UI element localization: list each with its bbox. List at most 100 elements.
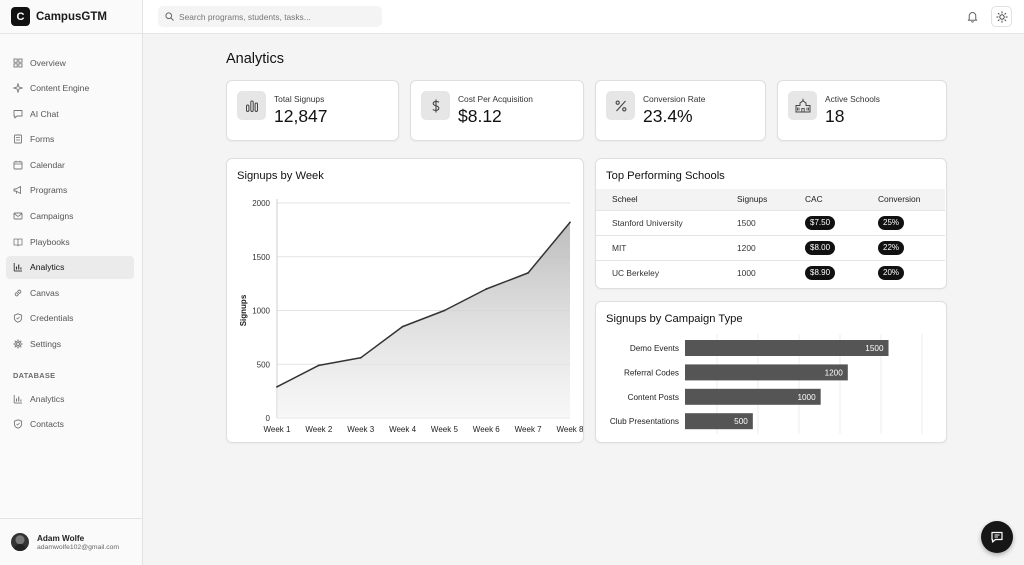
header-conversion: Conversion: [878, 189, 945, 210]
signups-by-week-card: Signups by Week 0 500 1000 1500 2000 Week 1 We…: [226, 158, 584, 443]
sidebar-item-label: Forms: [30, 134, 55, 145]
sidebar-item-analytics[interactable]: Analytics: [6, 255, 134, 279]
campaign-type-card: Signups by Campaign Type Demo Events 1500…: [595, 301, 947, 443]
sidebar-item-label: Analytics: [30, 262, 65, 273]
sidebar-item-content-engine[interactable]: Content Engine: [6, 77, 134, 100]
y-axis-label: Signups: [239, 294, 248, 326]
sparkle-icon: [13, 83, 23, 94]
signups-series-line: [276, 221, 571, 388]
x-tick-label: Week 1: [264, 425, 292, 434]
sidebar-item-label: Programs: [30, 185, 68, 196]
bar-value-label: 1000: [797, 393, 816, 402]
signups-data-point: [443, 309, 446, 312]
x-tick-label: Week 5: [431, 425, 459, 434]
y-tick-label: 2000: [252, 199, 270, 208]
gear-icon: [13, 339, 23, 349]
sidebar-item-label: Credentials: [30, 313, 74, 324]
shield-icon: [13, 419, 23, 429]
sidebar-item-programs[interactable]: Programs: [6, 179, 134, 202]
stat-card-total-signups: Total Signups 12,847: [226, 80, 399, 141]
bar-category-label: Content Posts: [628, 393, 679, 402]
signups-data-point: [401, 325, 404, 328]
search-icon: [165, 12, 174, 21]
sidebar-item-canvas[interactable]: Canvas: [6, 281, 134, 304]
search-box[interactable]: [158, 6, 382, 27]
signups-line-chart: 0 500 1000 1500 2000 Week 1 Week 2 Week 3 Week 4…: [239, 199, 583, 434]
sidebar-item-ai-chat[interactable]: AI Chat: [6, 102, 134, 125]
header-school: Scheel: [596, 189, 737, 210]
grid-icon: [13, 58, 23, 67]
user-profile[interactable]: Adam Wolfe adamwolfe102@gmail.com: [0, 518, 143, 565]
schools-table: Scheel Signups CAC Conversion Stanford U…: [596, 189, 945, 285]
brand-logo: C: [11, 7, 30, 26]
y-tick-label: 1000: [252, 307, 270, 316]
database-item-analytics[interactable]: Analytics: [6, 387, 134, 410]
sidebar-item-campaigns[interactable]: Campaigns: [6, 205, 134, 228]
brand[interactable]: C CampusGTM: [0, 0, 142, 34]
theme-toggle-button[interactable]: [991, 6, 1012, 27]
stat-card-conversion-rate: Conversion Rate 23.4%: [595, 80, 766, 141]
table-row[interactable]: UC Berkeley 1000 $8.90 20%: [596, 259, 945, 285]
stat-card-active-schools: Active Schools 18: [777, 80, 947, 141]
cac-badge: $8.00: [805, 240, 836, 255]
school-name: Stanford University: [596, 209, 737, 235]
sidebar-item-label: Content Engine: [30, 83, 90, 94]
signups-data-point: [359, 356, 362, 359]
header-cac: CAC: [805, 189, 878, 210]
signups-data-point: [569, 221, 571, 224]
school-name: MIT: [596, 234, 737, 260]
topbar: [143, 0, 1024, 34]
stat-card-cost-per-acquisition: Cost Per Acquisition $8.12: [410, 80, 584, 141]
campaign-bar: [685, 364, 848, 381]
sidebar-item-label: Campaigns: [30, 211, 74, 222]
link-icon: [14, 289, 22, 297]
stat-value: 23.4%: [643, 106, 693, 126]
sidebar-item-label: Contacts: [30, 419, 64, 430]
cac-badge: $7.50: [805, 215, 836, 230]
sidebar-item-overview[interactable]: Overview: [6, 51, 134, 74]
header-signups: Signups: [737, 189, 805, 210]
sidebar-item-calendar[interactable]: Calendar: [6, 153, 134, 176]
sidebar-item-label: Analytics: [30, 393, 65, 404]
search-input[interactable]: [179, 11, 369, 22]
notifications-button[interactable]: [966, 10, 979, 23]
bell-icon: [967, 12, 978, 23]
bar-category-label: Club Presentations: [610, 417, 679, 426]
mail-icon: [13, 212, 23, 220]
school-signups: 1000: [737, 259, 805, 285]
bar-chart-icon: [13, 263, 22, 272]
stat-label: Active Schools: [825, 94, 880, 104]
table-row[interactable]: MIT 1200 $8.00 22%: [596, 234, 945, 260]
sidebar-item-label: Playbooks: [30, 236, 70, 247]
sidebar-item-forms[interactable]: Forms: [6, 128, 134, 151]
database-item-contacts[interactable]: Contacts: [6, 413, 134, 436]
bar-category-label: Demo Events: [630, 344, 679, 353]
table-row[interactable]: Stanford University 1500 $7.50 25%: [596, 209, 945, 235]
page-title: Analytics: [226, 51, 285, 67]
sidebar-item-label: Canvas: [30, 287, 60, 298]
calendar-icon: [13, 160, 23, 170]
signups-data-point: [317, 364, 320, 367]
sidebar-item-label: Settings: [30, 339, 62, 350]
signups-data-point: [527, 271, 530, 274]
stat-label: Total Signups: [274, 94, 325, 104]
percent-icon: [606, 91, 635, 120]
signups-area: [277, 222, 570, 418]
stat-label: Cost Per Acquisition: [458, 94, 533, 104]
conversion-badge: 22%: [878, 240, 905, 255]
school-icon: [788, 91, 817, 120]
campaign-type-title: Signups by Campaign Type: [606, 313, 743, 325]
sidebar-item-settings[interactable]: Settings: [6, 333, 134, 356]
campaign-bar: [685, 413, 753, 430]
sidebar-item-credentials[interactable]: Credentials: [6, 307, 134, 330]
sidebar-item-label: AI Chat: [30, 108, 59, 119]
y-tick-label: 500: [257, 360, 271, 369]
chat-button[interactable]: [981, 521, 1013, 553]
table-header-row: Scheel Signups CAC Conversion: [596, 189, 945, 210]
database-section-label: DATABASE: [13, 371, 56, 380]
stat-value: 18: [825, 106, 845, 126]
campaign-bar-chart: Demo Events 1500 Referral Codes 1200 Content…: [610, 334, 923, 434]
conversion-badge: 20%: [878, 265, 905, 280]
sidebar-item-playbooks[interactable]: Playbooks: [6, 230, 134, 253]
x-tick-label: Week 6: [473, 425, 501, 434]
